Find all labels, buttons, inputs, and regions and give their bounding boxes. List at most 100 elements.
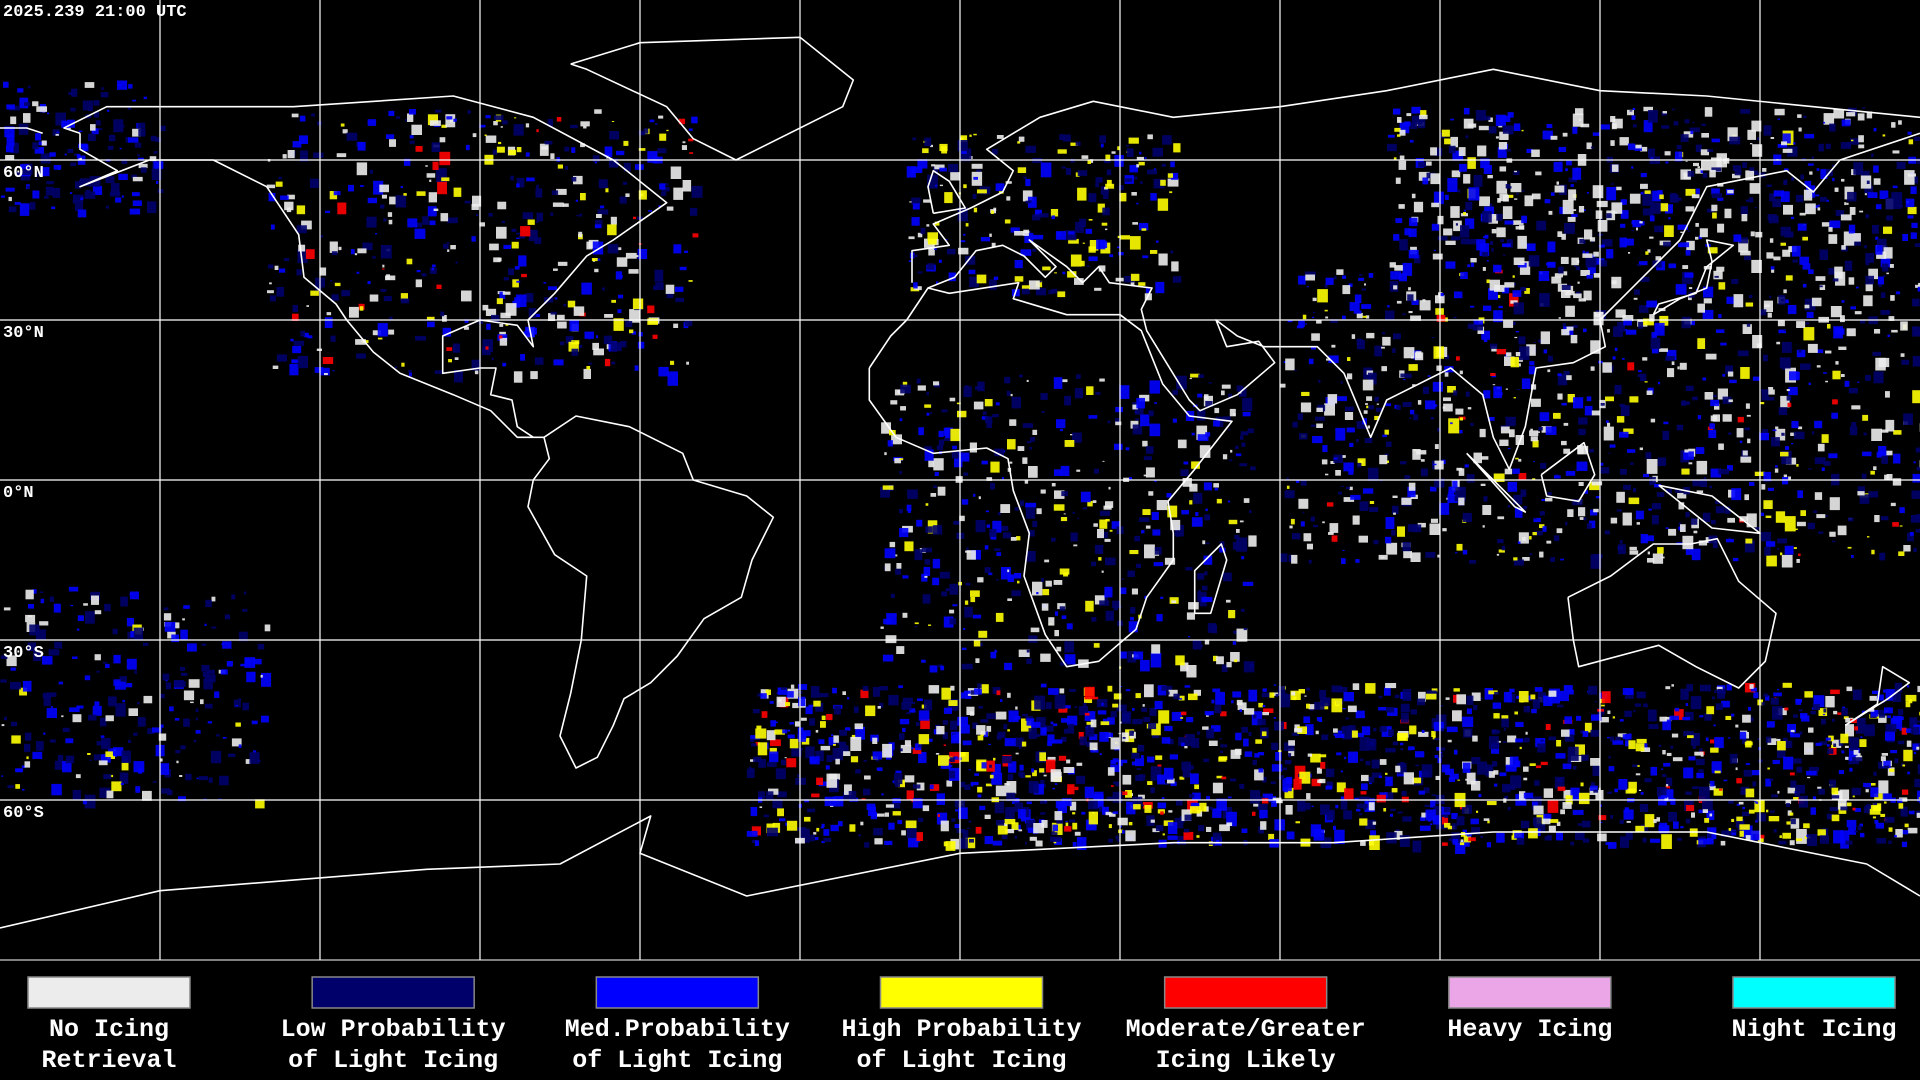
icing-pixel — [1852, 807, 1856, 811]
icing-pixel — [1663, 421, 1669, 425]
icing-pixel — [1331, 535, 1338, 542]
icing-pixel — [832, 687, 837, 694]
icing-pixel — [1850, 138, 1859, 145]
icing-pixel — [1158, 253, 1168, 266]
icing-pixel — [24, 732, 32, 741]
icing-pixel — [597, 209, 609, 215]
icing-pixel — [1915, 284, 1920, 288]
icing-pixel — [1873, 371, 1884, 384]
icing-pixel — [938, 259, 942, 263]
icing-pixel — [1628, 740, 1636, 750]
icing-pixel — [750, 759, 756, 762]
icing-pixel — [1178, 698, 1183, 700]
icing-pixel — [655, 123, 658, 125]
icing-pixel — [436, 168, 447, 182]
icing-pixel — [1503, 320, 1514, 328]
icing-pixel — [1582, 253, 1593, 258]
icing-pixel — [770, 720, 776, 727]
icing-pixel — [395, 116, 400, 119]
icing-pixel — [1138, 161, 1145, 166]
icing-pixel — [1162, 833, 1165, 836]
icing-pixel — [1849, 207, 1856, 215]
icing-pixel — [1103, 595, 1108, 602]
icing-pixel — [1160, 811, 1164, 815]
icing-pixel — [777, 808, 784, 817]
icing-pixel — [1714, 770, 1721, 774]
icing-pixel — [1075, 221, 1085, 233]
icing-pixel — [1077, 517, 1079, 519]
icing-pixel — [1462, 549, 1468, 555]
icing-pixel — [355, 339, 366, 345]
icing-pixel — [1077, 170, 1088, 177]
icing-pixel — [113, 119, 124, 133]
icing-pixel — [1382, 336, 1391, 346]
icing-pixel — [902, 612, 908, 618]
icing-pixel — [1768, 215, 1779, 224]
icing-pixel — [1828, 453, 1838, 459]
icing-pixel — [1385, 776, 1393, 787]
icing-pixel — [1830, 306, 1842, 318]
icing-pixel — [1208, 382, 1212, 384]
icing-pixel — [1711, 696, 1715, 700]
icing-pixel — [40, 598, 45, 604]
icing-pixel — [1396, 300, 1402, 304]
icing-pixel — [1212, 688, 1221, 693]
icing-pixel — [1513, 557, 1518, 561]
icing-pixel — [616, 150, 625, 156]
icing-pixel — [1094, 595, 1105, 605]
icing-pixel — [1069, 801, 1077, 811]
icing-pixel — [1744, 255, 1752, 261]
icing-pixel — [1050, 721, 1054, 725]
icing-pixel — [1004, 829, 1015, 834]
icing-pixel — [1636, 738, 1647, 744]
icing-pixel — [388, 110, 395, 116]
icing-pixel — [1467, 832, 1472, 837]
icing-pixel — [107, 145, 114, 150]
icing-pixel — [1294, 724, 1300, 732]
icing-pixel — [1859, 210, 1864, 213]
icing-pixel — [1304, 323, 1308, 325]
icing-pixel — [1401, 497, 1412, 505]
icing-pixel — [1171, 711, 1183, 721]
icing-pixel — [1660, 768, 1664, 770]
icing-pixel — [826, 755, 833, 762]
icing-pixel — [1753, 692, 1759, 699]
icing-pixel — [120, 782, 124, 786]
icing-pixel — [1786, 395, 1792, 401]
icing-pixel — [134, 670, 137, 674]
icing-pixel — [1356, 312, 1363, 319]
icing-pixel — [1488, 690, 1498, 695]
icing-pixel — [493, 257, 501, 263]
icing-pixel — [1748, 809, 1755, 814]
icing-pixel — [613, 318, 624, 331]
icing-pixel — [647, 305, 655, 314]
icing-pixel — [319, 267, 327, 276]
icing-pixel — [1827, 324, 1831, 329]
icing-pixel — [961, 692, 967, 699]
icing-pixel — [1651, 348, 1659, 354]
icing-pixel — [1895, 829, 1903, 838]
icing-pixel — [1665, 527, 1669, 529]
icing-pixel — [948, 764, 953, 768]
icing-pixel — [278, 176, 282, 180]
icing-pixel — [1035, 840, 1043, 847]
icing-pixel — [1051, 288, 1058, 294]
icing-pixel — [1628, 252, 1631, 254]
icing-pixel — [160, 763, 170, 775]
icing-pixel — [1726, 684, 1732, 691]
icing-pixel — [950, 685, 955, 691]
icing-pixel — [1343, 692, 1354, 702]
icing-pixel — [98, 760, 108, 766]
icing-pixel — [1434, 737, 1440, 741]
icing-pixel — [964, 690, 971, 694]
icing-pixel — [1798, 709, 1803, 712]
icing-pixel — [1355, 559, 1360, 563]
icing-pixel — [1898, 709, 1904, 715]
icing-pixel — [1849, 767, 1853, 772]
icing-pixel — [1025, 178, 1031, 187]
icing-pixel — [502, 363, 506, 367]
icing-pixel — [124, 683, 133, 688]
icing-pixel — [1821, 434, 1829, 443]
icing-pixel — [1691, 548, 1701, 561]
icing-pixel — [941, 687, 951, 700]
